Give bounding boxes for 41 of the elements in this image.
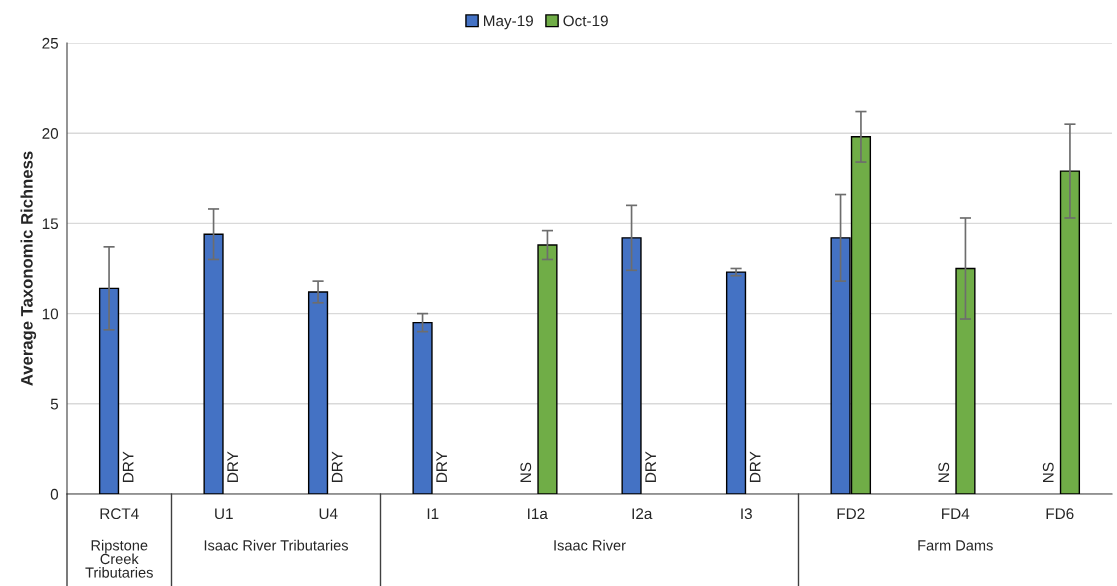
bar <box>98 287 120 494</box>
bar <box>537 244 558 494</box>
x-tick-label: I2a <box>632 508 653 520</box>
annotation: NS <box>1042 462 1054 482</box>
annotation: DRY <box>122 451 134 482</box>
annotation: DRY <box>749 451 761 482</box>
legend-label: Oct-19 <box>563 15 608 27</box>
y-tick-label: 0 <box>50 488 59 500</box>
annotation: NS <box>520 462 532 482</box>
text: Isaac River <box>554 539 626 551</box>
x-tick-label: FD4 <box>942 508 970 519</box>
bar <box>203 233 224 494</box>
x-tick-label: RCT4 <box>100 508 139 520</box>
y-axis-title: Average Taxonomic Richness <box>20 151 37 386</box>
x-tick-label: I1a <box>528 508 548 520</box>
text: Ripstone Creek Tributaries <box>85 539 153 578</box>
annotation: DRY <box>227 451 238 482</box>
text: Farm Dams <box>918 540 993 551</box>
x-tick-label: FD6 <box>1046 508 1074 520</box>
y-tick-label: 20 <box>42 128 59 139</box>
annotation: DRY <box>436 451 447 482</box>
annotation: NS <box>938 462 950 482</box>
x-tick-label: I1 <box>427 508 439 519</box>
y-tick-label: 10 <box>42 308 59 320</box>
bar <box>725 271 747 494</box>
legend-label: May-19 <box>484 15 533 30</box>
bar <box>1059 170 1081 494</box>
bar <box>621 237 642 494</box>
y-tick-label: 15 <box>42 218 59 230</box>
bar <box>955 267 976 494</box>
bar <box>412 321 433 494</box>
annotation: DRY <box>331 451 343 482</box>
x-tick-label: U4 <box>319 508 338 520</box>
x-tick-label: U1 <box>215 508 233 520</box>
text: Isaac River Tributaries <box>204 539 349 551</box>
y-tick-label: 5 <box>50 398 59 410</box>
bar <box>307 291 329 494</box>
annotation: DRY <box>645 451 656 482</box>
y-tick-label: 25 <box>42 37 59 49</box>
x-tick-label: I3 <box>741 508 752 520</box>
x-tick-label: FD2 <box>837 508 865 519</box>
